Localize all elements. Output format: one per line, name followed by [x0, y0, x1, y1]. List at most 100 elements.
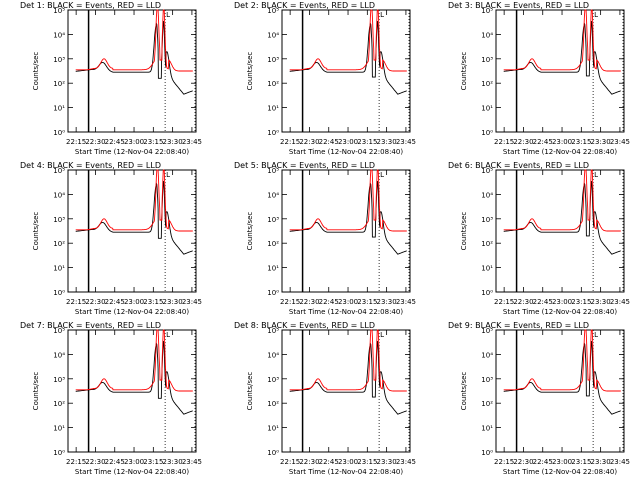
x-axis-label: Start Time (12-Nov-04 22:08:40): [503, 148, 617, 156]
panel-title: Det 4: BLACK = Events, RED = LLD: [20, 161, 161, 170]
series-lld-line: [75, 329, 193, 392]
y-tick-label: 10⁴: [481, 191, 493, 199]
y-tick-label: 10⁴: [267, 351, 279, 359]
y-tick-label: 10³: [267, 216, 279, 224]
y-tick-label: 10³: [53, 56, 65, 64]
x-tick-label: 23:45: [396, 298, 416, 306]
series-lld-line: [289, 329, 407, 392]
y-tick-label: 10⁰: [267, 129, 279, 137]
x-tick-label: 23:15: [357, 458, 377, 466]
x-tick-label: 22:45: [105, 298, 125, 306]
y-axis-label: Counts/sec: [460, 372, 468, 411]
y-axis-label: Counts/sec: [246, 212, 254, 251]
x-tick-label: 22:45: [105, 458, 125, 466]
y-tick-label: 10²: [481, 80, 493, 88]
y-tick-label: 10¹: [267, 105, 279, 113]
x-tick-label: 22:30: [85, 458, 105, 466]
x-axis-label: Start Time (12-Nov-04 22:08:40): [75, 468, 189, 476]
x-tick-label: 22:30: [85, 298, 105, 306]
interval-marker-label: L: [594, 331, 598, 339]
y-tick-label: 10³: [53, 216, 65, 224]
x-tick-label: 23:15: [357, 298, 377, 306]
series-lld-line: [503, 169, 621, 232]
panel-title: Det 5: BLACK = Events, RED = LLD: [234, 161, 375, 170]
x-tick-label: 23:15: [571, 458, 591, 466]
y-tick-label: 10⁴: [267, 31, 279, 39]
x-tick-label: 22:15: [494, 458, 514, 466]
panel-title: Det 9: BLACK = Events, RED = LLD: [448, 321, 589, 330]
panel-title: Det 8: BLACK = Events, RED = LLD: [234, 321, 375, 330]
y-tick-label: 10⁰: [53, 449, 65, 457]
plot-frame: [281, 329, 411, 453]
x-tick-label: 23:30: [377, 298, 397, 306]
x-tick-label: 23:00: [124, 138, 144, 146]
y-axis-label: Counts/sec: [32, 212, 40, 251]
series-events-line: [75, 20, 193, 95]
series-lld-line: [289, 169, 407, 232]
y-tick-label: 10²: [53, 80, 65, 88]
x-tick-label: 22:15: [280, 298, 300, 306]
plot-frame: [281, 9, 411, 133]
x-tick-label: 22:45: [533, 298, 553, 306]
y-axis-label: Counts/sec: [460, 52, 468, 91]
x-tick-label: 23:30: [591, 138, 611, 146]
y-tick-label: 10⁰: [53, 289, 65, 297]
y-tick-label: 10³: [481, 376, 493, 384]
y-tick-label: 10²: [481, 400, 493, 408]
y-axis-label: Counts/sec: [32, 52, 40, 91]
y-tick-label: 10²: [481, 240, 493, 248]
detector-panel: Det 7: BLACK = Events, RED = LLD 10⁰ 10¹ 10…: [20, 321, 202, 476]
plot-frame: [281, 169, 411, 293]
detector-panel: Det 4: BLACK = Events, RED = LLD 10⁰ 10¹ 10…: [20, 161, 202, 316]
y-tick-label: 10⁴: [481, 351, 493, 359]
y-tick-label: 10²: [53, 240, 65, 248]
x-tick-label: 23:00: [124, 458, 144, 466]
detector-panel: Det 3: BLACK = Events, RED = LLD 10⁰ 10¹ 10…: [448, 1, 630, 156]
panel-title: Det 6: BLACK = Events, RED = LLD: [448, 161, 589, 170]
interval-marker-label: L: [380, 11, 384, 19]
y-tick-label: 10¹: [481, 265, 493, 273]
x-tick-label: 22:30: [299, 298, 319, 306]
plot-frame: [495, 329, 625, 453]
x-tick-label: 23:00: [338, 298, 358, 306]
series-lld-line: [75, 9, 193, 72]
x-tick-label: 23:00: [552, 138, 572, 146]
x-tick-label: 22:30: [299, 458, 319, 466]
detector-panel: Det 9: BLACK = Events, RED = LLD 10⁰ 10¹ 10…: [448, 321, 630, 476]
x-tick-label: 23:45: [182, 458, 202, 466]
y-tick-label: 10³: [267, 376, 279, 384]
y-tick-label: 10⁴: [481, 31, 493, 39]
detector-panel: Det 2: BLACK = Events, RED = LLD 10⁰ 10¹ 10…: [234, 1, 416, 156]
x-tick-label: 23:45: [610, 458, 630, 466]
x-tick-label: 23:15: [571, 138, 591, 146]
x-tick-label: 23:15: [143, 138, 163, 146]
plot-frame: [495, 169, 625, 293]
y-tick-label: 10⁵: [267, 167, 279, 175]
x-tick-label: 22:30: [299, 138, 319, 146]
x-tick-label: 22:45: [533, 138, 553, 146]
y-tick-label: 10⁰: [481, 449, 493, 457]
x-tick-label: 22:45: [319, 138, 339, 146]
detector-panel: Det 8: BLACK = Events, RED = LLD 10⁰ 10¹ 10…: [234, 321, 416, 476]
y-tick-label: 10¹: [53, 425, 65, 433]
x-tick-label: 23:00: [338, 458, 358, 466]
y-tick-label: 10⁰: [481, 289, 493, 297]
y-tick-label: 10⁵: [481, 167, 493, 175]
y-tick-label: 10⁰: [267, 289, 279, 297]
x-tick-label: 23:30: [377, 138, 397, 146]
y-axis-label: Counts/sec: [460, 212, 468, 251]
y-tick-label: 10⁵: [481, 7, 493, 15]
interval-marker-label: L: [594, 171, 598, 179]
x-tick-label: 23:30: [591, 458, 611, 466]
x-tick-label: 23:45: [396, 458, 416, 466]
y-axis-label: Counts/sec: [246, 372, 254, 411]
panel-title: Det 7: BLACK = Events, RED = LLD: [20, 321, 161, 330]
y-tick-label: 10⁵: [53, 7, 65, 15]
series-events-line: [503, 20, 621, 95]
interval-marker-label: L: [594, 11, 598, 19]
interval-marker-label: L: [380, 171, 384, 179]
series-lld-line: [75, 169, 193, 232]
x-tick-label: 22:15: [494, 298, 514, 306]
y-tick-label: 10¹: [481, 105, 493, 113]
x-tick-label: 23:45: [610, 138, 630, 146]
